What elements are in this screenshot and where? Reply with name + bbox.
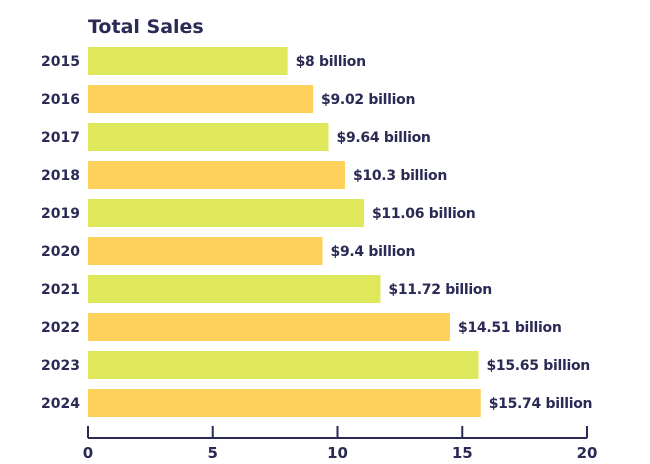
- category-label: 2018: [41, 168, 80, 184]
- x-tick-label: 20: [577, 444, 598, 462]
- bar: [88, 85, 314, 113]
- data-label: $15.65 billion: [486, 358, 590, 374]
- data-label: $11.72 billion: [388, 282, 492, 298]
- category-label: 2022: [41, 320, 80, 336]
- data-label: $8 billion: [296, 54, 366, 70]
- bar: [88, 199, 364, 227]
- x-tick-label: 15: [452, 444, 473, 462]
- category-label: 2024: [41, 396, 80, 412]
- bar-row: 2017 $9.64 billion: [41, 123, 431, 151]
- bar: [88, 161, 345, 189]
- category-label: 2020: [41, 244, 80, 260]
- data-label: $10.3 billion: [353, 168, 447, 184]
- bar: [88, 351, 479, 379]
- data-label: $9.02 billion: [321, 92, 415, 108]
- bar-row: 2023 $15.65 billion: [41, 351, 590, 379]
- bar: [88, 237, 323, 265]
- chart-title: Total Sales: [88, 16, 204, 38]
- bar: [88, 313, 451, 341]
- category-label: 2023: [41, 358, 80, 374]
- bar: [88, 275, 381, 303]
- category-label: 2015: [41, 54, 80, 70]
- category-label: 2017: [41, 130, 80, 146]
- data-label: $14.51 billion: [458, 320, 562, 336]
- bar-row: 2019 $11.06 billion: [41, 199, 476, 227]
- x-tick-label: 10: [327, 444, 348, 462]
- bar-row: 2024 $15.74 billion: [41, 389, 593, 417]
- bar-row: 2022 $14.51 billion: [41, 313, 562, 341]
- bar-row: 2018 $10.3 billion: [41, 161, 447, 189]
- bar-row: 2021 $11.72 billion: [41, 275, 492, 303]
- bar: [88, 389, 481, 417]
- bar-row: 2020 $9.4 billion: [41, 237, 415, 265]
- data-label: $9.64 billion: [337, 130, 431, 146]
- category-label: 2016: [41, 92, 80, 108]
- x-tick-label: 0: [83, 444, 93, 462]
- data-label: $15.74 billion: [489, 396, 593, 412]
- data-label: $11.06 billion: [372, 206, 476, 222]
- category-label: 2019: [41, 206, 80, 222]
- bar-row: 2016 $9.02 billion: [41, 85, 415, 113]
- bar: [88, 123, 329, 151]
- data-label: $9.4 billion: [331, 244, 416, 260]
- category-label: 2021: [41, 282, 80, 298]
- bar: [88, 47, 288, 75]
- bar-row: 2015 $8 billion: [41, 47, 366, 75]
- x-tick-label: 5: [208, 444, 218, 462]
